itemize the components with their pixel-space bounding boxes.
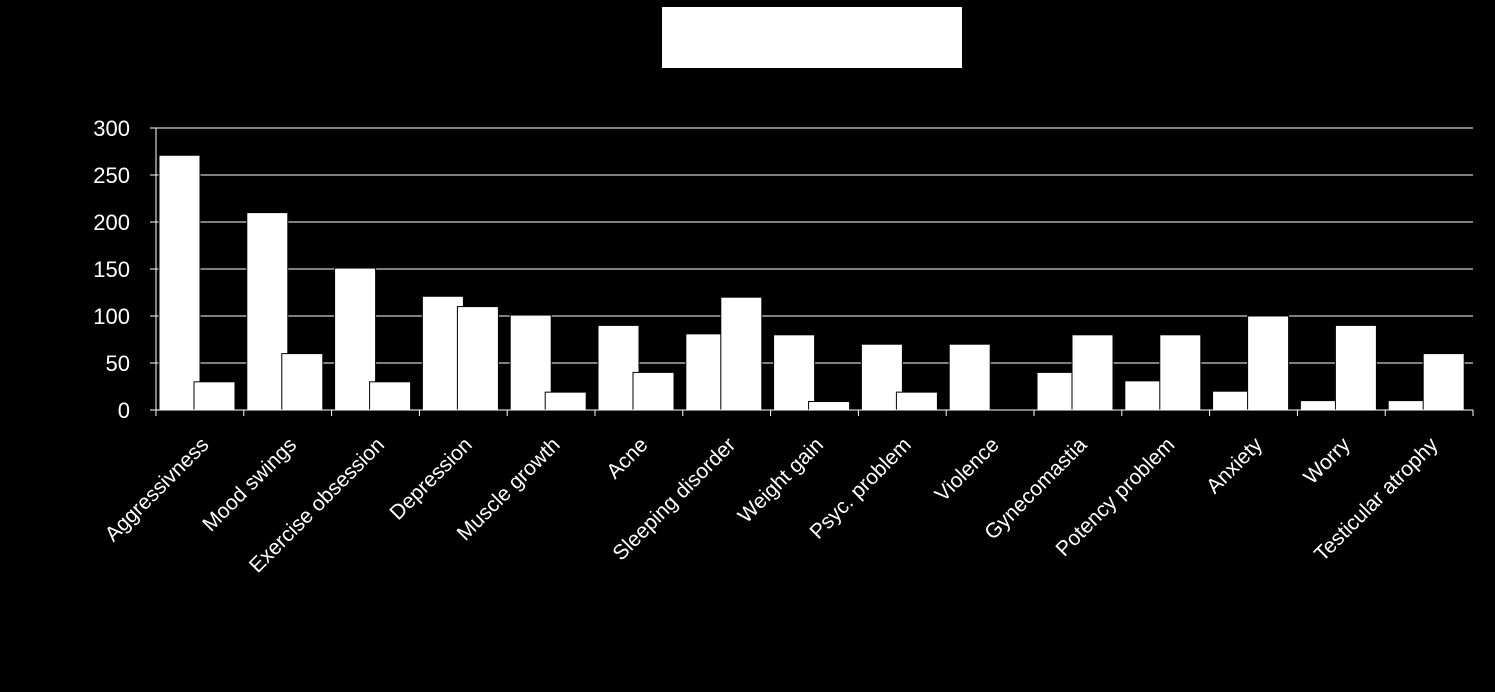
bar <box>720 296 763 411</box>
bar <box>1334 324 1377 411</box>
bar <box>860 343 903 411</box>
axes <box>150 127 1474 416</box>
bar <box>1071 334 1114 411</box>
y-tick-label: 200 <box>93 210 130 235</box>
bar <box>456 306 499 411</box>
x-tick-label: Acne <box>602 433 652 483</box>
bar <box>544 391 587 411</box>
bar <box>773 334 816 411</box>
x-tick-label: Worry <box>1299 433 1355 489</box>
x-tick-label: Aggressivness <box>101 433 214 546</box>
bar <box>158 154 201 411</box>
bar <box>193 381 236 411</box>
y-tick-label: 250 <box>93 163 130 188</box>
bar <box>1124 380 1167 411</box>
legend <box>662 7 962 68</box>
bar <box>1159 334 1202 411</box>
bar <box>246 212 289 411</box>
y-tick-label: 300 <box>93 116 130 141</box>
bar <box>685 333 728 411</box>
bar <box>1036 371 1079 411</box>
x-tick-label: Anxiety <box>1202 433 1267 498</box>
bar <box>1247 315 1290 411</box>
bar <box>632 371 675 411</box>
y-tick-label: 100 <box>93 304 130 329</box>
x-tick-label: Weight gain <box>734 433 828 527</box>
y-tick-label: 0 <box>118 398 130 423</box>
x-tick-label: Depression <box>385 433 476 524</box>
y-tick-label: 150 <box>93 257 130 282</box>
x-tick-label: Violence <box>931 433 1004 506</box>
bar <box>281 353 324 411</box>
bar <box>895 391 938 411</box>
bar <box>1422 353 1465 411</box>
bars <box>158 154 1465 411</box>
bar <box>369 381 412 411</box>
bar <box>808 401 851 411</box>
y-tick-label: 50 <box>106 351 130 376</box>
bar <box>948 343 991 411</box>
